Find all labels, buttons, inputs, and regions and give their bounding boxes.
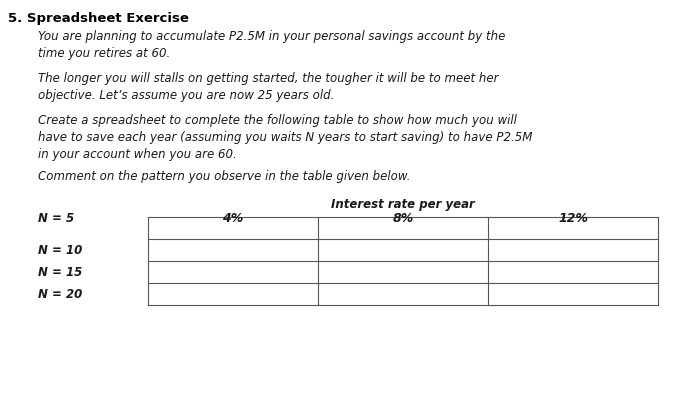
Text: Create a spreadsheet to complete the following table to show how much you will
h: Create a spreadsheet to complete the fol…: [38, 114, 532, 161]
Text: 12%: 12%: [558, 212, 588, 225]
Text: Interest rate per year: Interest rate per year: [331, 198, 475, 211]
Text: N = 5: N = 5: [38, 212, 74, 225]
Text: 8%: 8%: [392, 212, 414, 225]
Text: N = 15: N = 15: [38, 265, 82, 278]
Text: Comment on the pattern you observe in the table given below.: Comment on the pattern you observe in th…: [38, 170, 410, 183]
Text: 5. Spreadsheet Exercise: 5. Spreadsheet Exercise: [8, 12, 189, 25]
Text: The longer you will stalls on getting started, the tougher it will be to meet he: The longer you will stalls on getting st…: [38, 72, 499, 102]
Text: N = 10: N = 10: [38, 243, 82, 256]
Text: 4%: 4%: [222, 212, 244, 225]
Text: You are planning to accumulate P2.5M in your personal savings account by the
tim: You are planning to accumulate P2.5M in …: [38, 30, 506, 60]
Text: N = 20: N = 20: [38, 288, 82, 301]
